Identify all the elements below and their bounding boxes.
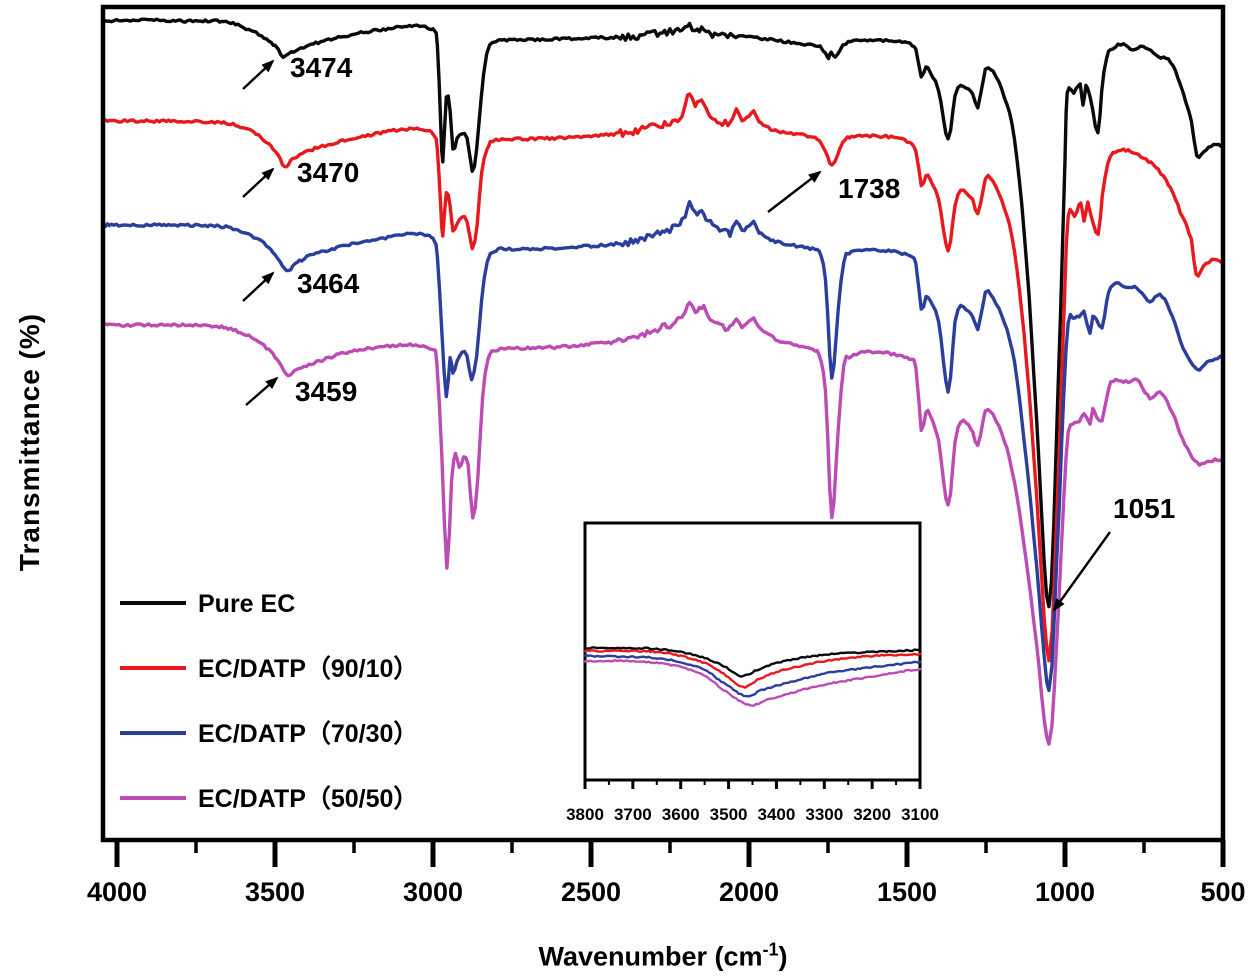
annotation-arrow [245, 376, 279, 406]
x-tick-label: 3000 [403, 877, 463, 907]
series-ec-datp-90-10 [102, 92, 1225, 663]
peak-annotations: 3474 3470 3464 3459 1738 1051 [242, 52, 1175, 612]
annotation-3464: 3464 [242, 268, 360, 302]
inset-tick-label: 3500 [710, 805, 748, 824]
inset-tick-label: 3300 [805, 805, 843, 824]
annotation-arrow [242, 59, 275, 90]
legend-item-series-ec-datp-50-50: EC/DATP（50/50） [120, 784, 418, 813]
x-tick-label: 1000 [1035, 877, 1095, 907]
annotation-label: 3464 [297, 268, 360, 299]
annotation-arrow [242, 167, 275, 198]
annotation-1738: 1738 [767, 170, 900, 213]
inset-tick-label: 3600 [662, 805, 700, 824]
legend: Pure EC EC/DATP（90/10） EC/DATP（70/30） EC/DA… [120, 590, 418, 813]
inset-tick-label: 3100 [901, 805, 939, 824]
legend-item-series-ec-datp-90-10: EC/DATP（90/10） [120, 654, 418, 683]
inset-series-ec-datp-90-10 [583, 649, 922, 689]
inset-series-ec-datp-70-30 [583, 654, 922, 698]
annotation-label: 1738 [838, 173, 900, 204]
legend-label: EC/DATP（50/50） [198, 784, 418, 813]
plot-frame [100, 4, 1226, 843]
y-axis-title: Transmittance (%) [14, 312, 45, 572]
annotation-3470: 3470 [242, 157, 359, 198]
series-pure-ec [102, 17, 1225, 609]
legend-item-series-ec-datp-70-30: EC/DATP（70/30） [120, 719, 418, 748]
annotation-3459: 3459 [245, 376, 357, 407]
inset-tick-label: 3700 [614, 805, 652, 824]
x-axis: 4000 3500 3000 2500 2000 1500 1000 500 [87, 840, 1246, 907]
annotation-1051: 1051 [1052, 493, 1175, 612]
legend-label: EC/DATP（70/30） [198, 719, 418, 748]
x-tick-label: 2000 [719, 877, 779, 907]
inset-tick-label: 3200 [853, 805, 891, 824]
annotation-arrow [1052, 531, 1111, 612]
inset-tick-label: 3400 [758, 805, 796, 824]
x-tick-label: 3500 [245, 877, 305, 907]
series-ec-datp-50-50 [102, 300, 1224, 746]
series-ec-datp-70-30 [102, 200, 1224, 693]
legend-label: EC/DATP（90/10） [198, 654, 418, 683]
x-axis-title-text: Wavenumber (cm [538, 941, 763, 972]
annotation-label: 3470 [297, 157, 359, 188]
spectra-curves [102, 17, 1225, 746]
annotation-label: 3459 [295, 376, 357, 407]
annotation-label: 1051 [1113, 493, 1175, 524]
x-tick-label: 4000 [87, 877, 147, 907]
annotation-label: 3474 [290, 52, 353, 83]
x-tick-label: 2500 [561, 877, 621, 907]
x-axis-title-close: ) [778, 941, 788, 972]
annotation-arrow [242, 271, 275, 302]
x-axis-title-superscript: -1 [762, 939, 779, 960]
annotation-3474: 3474 [242, 52, 353, 90]
x-tick-label: 1500 [877, 877, 937, 907]
legend-item-series-pure-ec: Pure EC [120, 590, 295, 618]
inset-series-pure-ec [583, 646, 922, 678]
annotation-arrow [767, 170, 822, 213]
inset-series-ec-datp-50-50 [583, 659, 922, 707]
x-axis-title: Wavenumber (cm-1) [538, 940, 787, 973]
x-tick-label: 500 [1200, 877, 1245, 907]
legend-label: Pure EC [198, 590, 295, 618]
inset-tick-label: 3800 [566, 805, 604, 824]
inset-panel: 3800 3700 3600 3500 3400 3300 3200 3100 [566, 521, 939, 824]
